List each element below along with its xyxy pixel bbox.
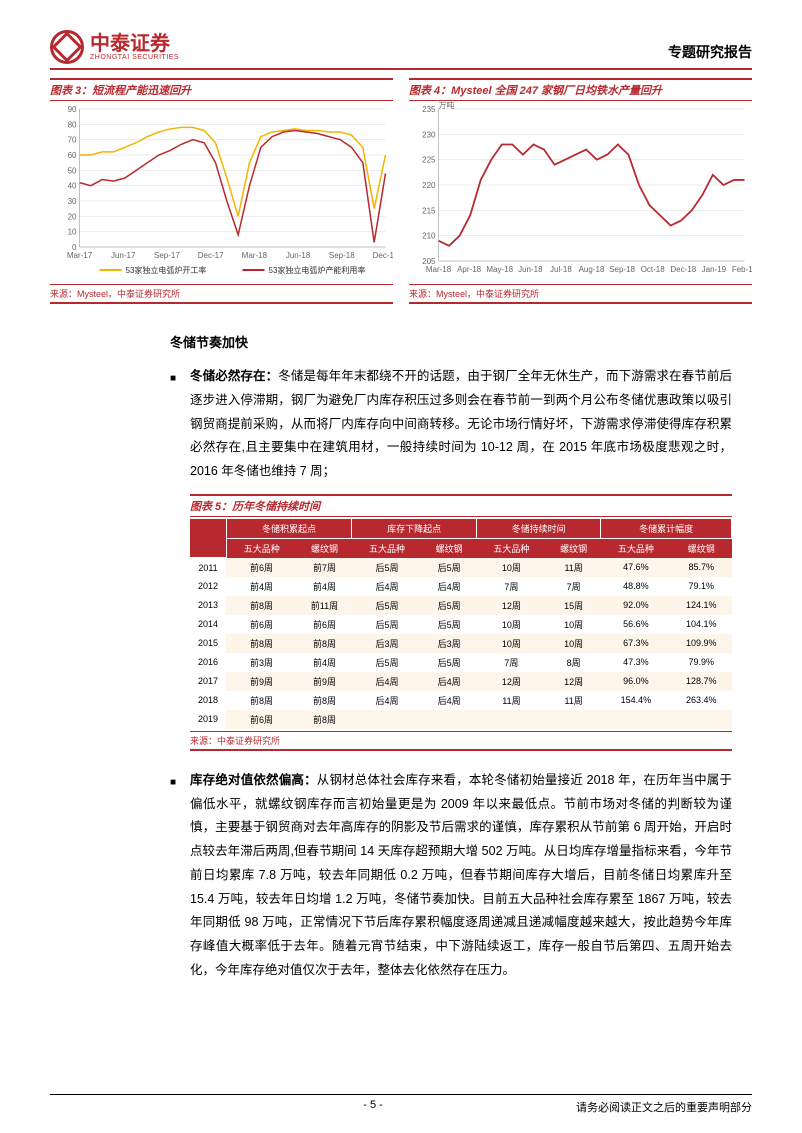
svg-text:225: 225 [422, 156, 436, 165]
svg-text:70: 70 [68, 136, 77, 145]
table-row: 2013前8周前11周后5周后5周12周15周92.0%124.1% [190, 596, 732, 615]
svg-text:Dec-17: Dec-17 [198, 251, 224, 260]
svg-text:80: 80 [68, 120, 77, 129]
table-row: 2019前6周前8周 [190, 710, 732, 729]
svg-text:90: 90 [68, 105, 77, 114]
table-row: 2011前6周前7周后5周后5周10周11周47.6%85.7% [190, 558, 732, 577]
svg-text:220: 220 [422, 181, 436, 190]
chart4-block: 图表 4：Mysteel 全国 247 家钢厂日均铁水产量回升 20521021… [409, 78, 752, 304]
svg-text:40: 40 [68, 182, 77, 191]
svg-text:Mar-18: Mar-18 [242, 251, 268, 260]
svg-text:60: 60 [68, 151, 77, 160]
table5-source: 来源：中泰证券研究所 [190, 731, 732, 751]
svg-text:Jun-18: Jun-18 [518, 265, 543, 274]
svg-text:30: 30 [68, 197, 77, 206]
page-footer: - 5 - 请务必阅读正文之后的重要声明部分 [50, 1094, 752, 1115]
page-header: 中泰证券 ZHONGTAI SECURITIES 专题研究报告 [50, 30, 752, 70]
chart3-block: 图表 3：短流程产能迅速回升 0102030405060708090Mar-17… [50, 78, 393, 304]
svg-text:Oct-18: Oct-18 [641, 265, 666, 274]
svg-text:20: 20 [68, 212, 77, 221]
svg-text:Sep-17: Sep-17 [154, 251, 180, 260]
svg-text:Apr-18: Apr-18 [457, 265, 482, 274]
svg-text:Mar-17: Mar-17 [67, 251, 93, 260]
chart3-svg: 0102030405060708090Mar-17Jun-17Sep-17Dec… [50, 101, 393, 281]
table-row: 2012前4周前4周后4周后4周7周7周48.8%79.1% [190, 577, 732, 596]
paragraph-2: 库存绝对值依然偏高：从钢材总体社会库存来看，本轮冬储初始量接近 2018 年，在… [190, 769, 732, 983]
table5-wrap: 图表 5：历年冬储持续时间 冬储积累起点库存下降起点冬储持续时间冬储累计幅度五大… [190, 494, 732, 751]
svg-text:10: 10 [68, 228, 77, 237]
svg-text:235: 235 [422, 105, 436, 114]
svg-text:Dec-18: Dec-18 [670, 265, 696, 274]
para2-lead: 库存绝对值依然偏高： [190, 773, 317, 787]
chart4-title: 图表 4：Mysteel 全国 247 家钢厂日均铁水产量回升 [409, 78, 752, 101]
svg-text:May-18: May-18 [486, 265, 513, 274]
page-number: - 5 - [170, 1099, 576, 1115]
logo-text-cn: 中泰证券 [90, 34, 179, 54]
table-row: 2014前6周前6周后5周后5周10周10周56.6%104.1% [190, 615, 732, 634]
svg-text:Mar-18: Mar-18 [426, 265, 452, 274]
svg-text:Sep-18: Sep-18 [329, 251, 355, 260]
chart4-svg: 205210215220225230235万吨Mar-18Apr-18May-1… [409, 101, 752, 281]
svg-text:210: 210 [422, 232, 436, 241]
table-row: 2015前8周前8周后3周后3周10周10周67.3%109.9% [190, 634, 732, 653]
svg-text:Jun-18: Jun-18 [286, 251, 311, 260]
svg-text:53家独立电弧炉开工率: 53家独立电弧炉开工率 [126, 265, 207, 275]
logo-block: 中泰证券 ZHONGTAI SECURITIES [50, 30, 179, 64]
table-row: 2017前9周前9周后4周后4周12周12周96.0%128.7% [190, 672, 732, 691]
para1-lead: 冬储必然存在： [190, 369, 278, 383]
svg-text:50: 50 [68, 166, 77, 175]
charts-row: 图表 3：短流程产能迅速回升 0102030405060708090Mar-17… [50, 78, 752, 304]
svg-text:万吨: 万吨 [439, 101, 455, 110]
logo-icon [50, 30, 84, 64]
svg-text:230: 230 [422, 130, 436, 139]
table5: 冬储积累起点库存下降起点冬储持续时间冬储累计幅度五大品种螺纹钢五大品种螺纹钢五大… [190, 519, 732, 729]
table-row: 2018前8周前8周后4周后4周11周11周154.4%263.4% [190, 691, 732, 710]
chart3-title: 图表 3：短流程产能迅速回升 [50, 78, 393, 101]
svg-text:Feb-19: Feb-19 [732, 265, 752, 274]
table5-title: 图表 5：历年冬储持续时间 [190, 494, 732, 517]
svg-text:Jul-18: Jul-18 [550, 265, 572, 274]
svg-text:Jun-17: Jun-17 [111, 251, 136, 260]
svg-text:Dec-18: Dec-18 [373, 251, 393, 260]
svg-text:Sep-18: Sep-18 [609, 265, 635, 274]
section-heading: 冬储节奏加快 [170, 332, 752, 351]
logo-text-en: ZHONGTAI SECURITIES [90, 54, 179, 61]
report-type: 专题研究报告 [668, 42, 752, 62]
para1-text: 冬储是每年年末都绕不开的话题，由于钢厂全年无休生产，而下游需求在春节前后逐步进入… [190, 369, 732, 478]
svg-text:215: 215 [422, 206, 436, 215]
table-row: 2016前3周前4周后5周后5周7周8周47.3%79.9% [190, 653, 732, 672]
para2-text: 从钢材总体社会库存来看，本轮冬储初始量接近 2018 年，在历年当中属于偏低水平… [190, 773, 732, 977]
paragraph-1: 冬储必然存在：冬储是每年年末都绕不开的话题，由于钢厂全年无休生产，而下游需求在春… [190, 365, 732, 484]
chart3-source: 来源：Mysteel，中泰证券研究所 [50, 284, 393, 304]
footer-disclaimer: 请务必阅读正文之后的重要声明部分 [576, 1099, 752, 1115]
chart4-source: 来源：Mysteel，中泰证券研究所 [409, 284, 752, 304]
svg-text:Aug-18: Aug-18 [579, 265, 605, 274]
svg-text:Jan-19: Jan-19 [702, 265, 727, 274]
svg-text:53家独立电弧炉产能利用率: 53家独立电弧炉产能利用率 [269, 265, 366, 275]
